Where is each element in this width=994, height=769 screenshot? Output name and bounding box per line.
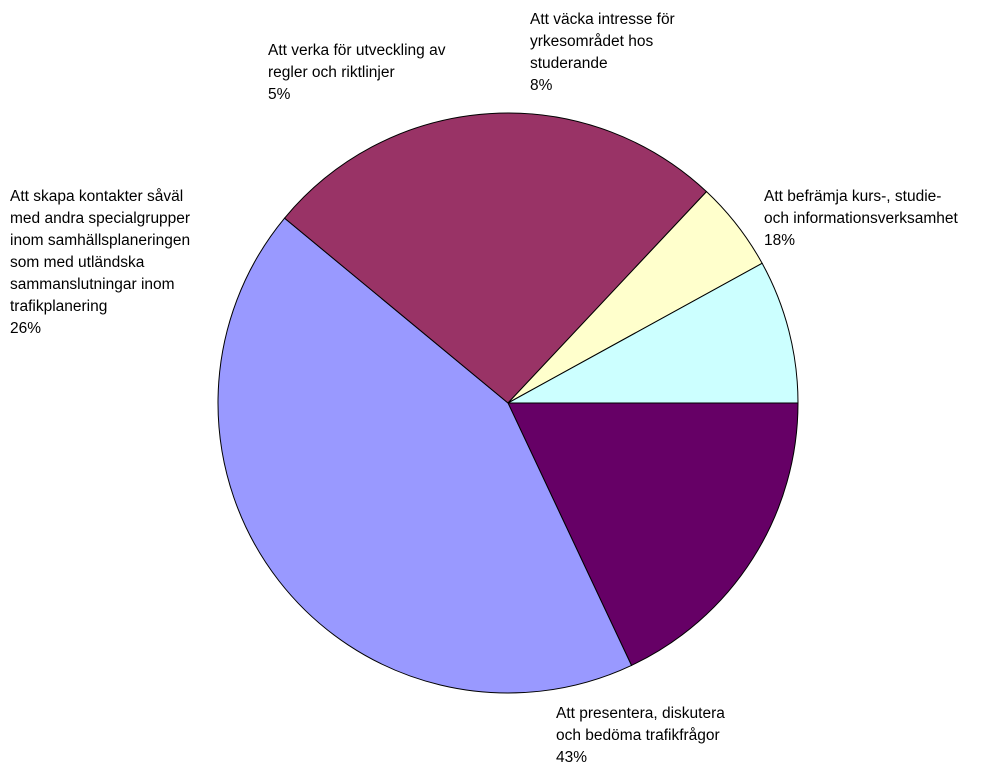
slice-label-line: sammanslutningar inom: [10, 276, 175, 293]
slice-percent-label: 43%: [556, 749, 588, 766]
slice-label-line: regler och riktlinjer: [268, 64, 395, 81]
slice-label-line: Att väcka intresse för: [530, 11, 675, 28]
pie-slice-courses-information: [507, 402, 799, 667]
pie-slice-student-interest: [507, 262, 799, 404]
slice-label-line: Att befrämja kurs-, studie-: [764, 188, 942, 205]
slice-percent-label: 8%: [530, 77, 553, 94]
slice-percent-label: 26%: [10, 320, 42, 337]
slice-label-line: trafikplanering: [10, 298, 108, 315]
slice-label-line: och bedöma trafikfrågor: [556, 727, 720, 744]
slice-label-contacts: Att skapa kontakter såväl med andra spec…: [10, 186, 190, 340]
slice-label-line: studerande: [530, 55, 608, 72]
slice-label-student-interest: Att väcka intresse för yrkesområdet hos …: [530, 9, 675, 97]
pie-slice-traffic-issues: [217, 217, 633, 694]
pie-slice-contacts: [283, 112, 708, 404]
slice-label-line: inom samhällsplaneringen: [10, 232, 191, 249]
slice-percent-label: 5%: [268, 86, 291, 103]
slice-label-rules-guidelines: Att verka för utveckling av regler och r…: [268, 40, 445, 106]
slice-label-line: yrkesområdet hos: [530, 33, 654, 50]
pie-slices: [217, 112, 799, 694]
slice-label-traffic-issues: Att presentera, diskutera och bedöma tra…: [556, 703, 725, 769]
slice-label-line: Att verka för utveckling av: [268, 42, 446, 59]
slice-label-line: Att presentera, diskutera: [556, 705, 725, 722]
slice-label-line: som med utländska: [10, 254, 145, 271]
slice-label-line: och informationsverksamhet: [764, 210, 958, 227]
slice-label-line: Att skapa kontakter såväl: [10, 188, 184, 205]
slice-label-courses-information: Att befrämja kurs-, studie- och informat…: [764, 186, 958, 252]
slice-label-line: med andra specialgrupper: [10, 210, 191, 227]
slice-percent-label: 18%: [764, 232, 796, 249]
